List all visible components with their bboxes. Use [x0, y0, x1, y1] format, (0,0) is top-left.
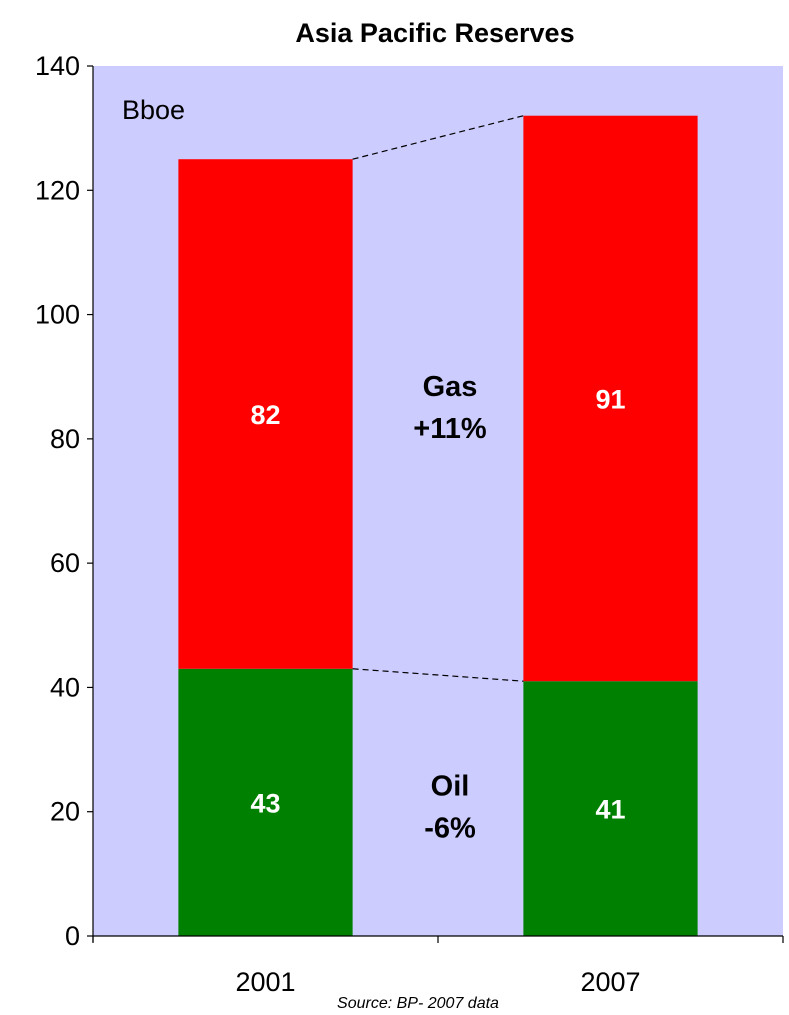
data-label-oil-2007: 41 — [595, 795, 625, 825]
x-tick-label-2001: 2001 — [235, 967, 295, 997]
y-tick-label-80: 80 — [50, 424, 80, 454]
bar-labels: 43 82 41 91 — [250, 384, 625, 824]
y-tick-label-140: 140 — [35, 51, 80, 81]
y-tick-label-60: 60 — [50, 548, 80, 578]
annotations: Gas +11% Oil -6% — [413, 371, 487, 844]
data-label-gas-2007: 91 — [595, 384, 625, 414]
connector-oil — [352, 668, 524, 682]
annotation-gas-name: Gas — [423, 371, 478, 403]
bar-oil-2007 — [523, 681, 698, 936]
unit-label: Bboe — [122, 95, 185, 125]
y-tick-label-40: 40 — [50, 672, 80, 702]
x-tick-label-2007: 2007 — [580, 967, 640, 997]
y-tick-label-100: 100 — [35, 300, 80, 330]
annotation-oil-change: -6% — [424, 813, 476, 845]
data-label-oil-2001: 43 — [250, 788, 280, 818]
y-tick-label-20: 20 — [50, 797, 80, 827]
y-ticks: 0 20 40 60 80 100 120 140 — [35, 51, 93, 951]
annotation-oil-name: Oil — [431, 771, 470, 803]
bar-gas-2007 — [523, 115, 698, 682]
y-tick-label-120: 120 — [35, 175, 80, 205]
y-tick-label-0: 0 — [65, 921, 80, 951]
chart-title: Asia Pacific Reserves — [295, 18, 574, 48]
bar-oil-2001 — [178, 668, 353, 936]
bar-gas-2001 — [178, 159, 353, 669]
source-note: Source: BP- 2007 data — [337, 995, 499, 1012]
x-ticks: 2001 2007 — [92, 936, 784, 997]
bars — [178, 115, 698, 936]
annotation-gas-change: +11% — [413, 413, 487, 445]
data-label-gas-2001: 82 — [250, 400, 280, 430]
connector-lines — [352, 115, 524, 682]
